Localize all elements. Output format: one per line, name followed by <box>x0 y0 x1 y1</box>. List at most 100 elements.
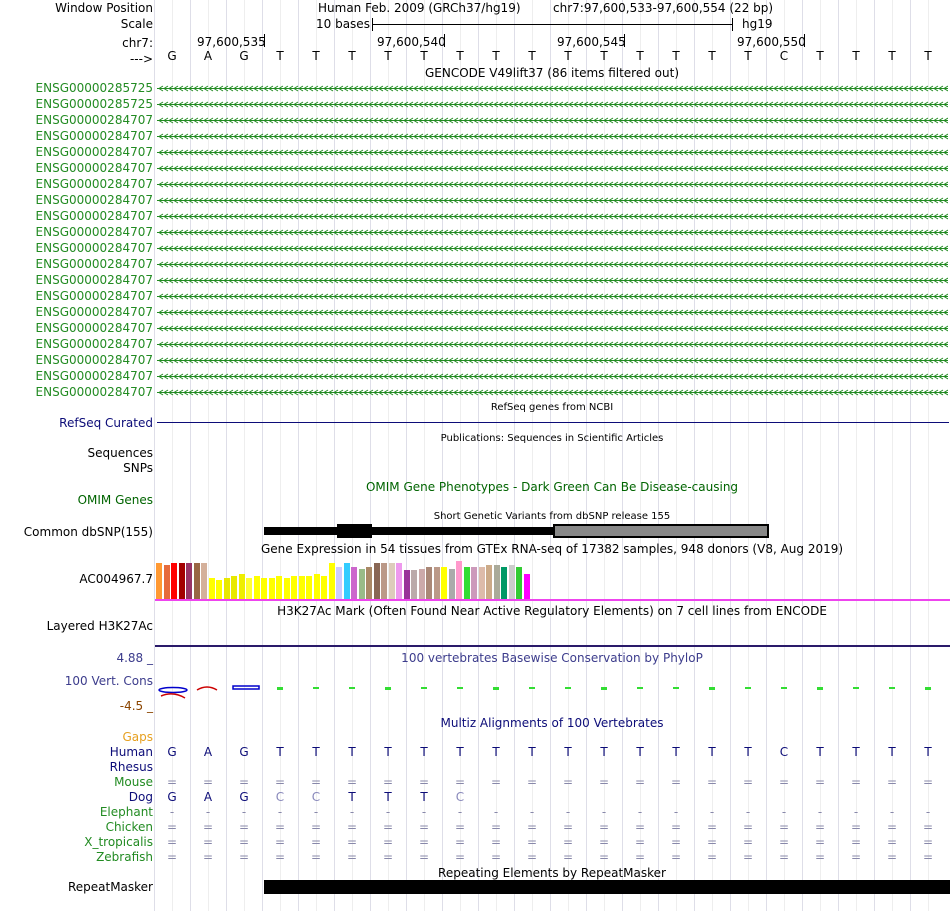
gtex-tissue-bar[interactable] <box>321 576 327 599</box>
gtex-tissue-bar[interactable] <box>471 567 477 599</box>
gene-transcript-line[interactable] <box>157 196 948 205</box>
gtex-tissue-bar[interactable] <box>201 563 207 599</box>
gene-label[interactable]: ENSG00000285725 <box>35 81 153 95</box>
gene-transcript-line[interactable] <box>157 116 948 125</box>
repeatmasker-element[interactable] <box>264 880 950 894</box>
gtex-tissue-bar[interactable] <box>298 576 305 599</box>
species-label[interactable]: Rhesus <box>109 760 153 774</box>
gtex-tissue-bar[interactable] <box>366 567 372 599</box>
gene-transcript-line[interactable] <box>157 148 948 157</box>
gene-transcript-line[interactable] <box>157 292 948 301</box>
gene-label[interactable]: ENSG00000284707 <box>35 177 153 191</box>
gtex-tissue-bar[interactable] <box>336 567 342 599</box>
gtex-tissue-bar[interactable] <box>448 569 455 599</box>
gene-label[interactable]: ENSG00000284707 <box>35 129 153 143</box>
phylop-track[interactable] <box>155 682 950 702</box>
gene-label[interactable]: ENSG00000284707 <box>35 145 153 159</box>
gene-transcript-line[interactable] <box>157 84 948 93</box>
gene-transcript-line[interactable] <box>157 276 948 285</box>
phylop-label[interactable]: 100 Vert. Cons <box>64 674 153 688</box>
gene-transcript-line[interactable] <box>157 244 948 253</box>
refseq-line[interactable] <box>157 422 949 423</box>
gtex-tissue-bar[interactable] <box>403 570 410 599</box>
gene-label[interactable]: ENSG00000284707 <box>35 241 153 255</box>
gtex-tissue-bar[interactable] <box>186 563 192 599</box>
dbsnp-variant-block[interactable] <box>337 524 372 538</box>
gtex-tissue-bar[interactable] <box>231 576 237 599</box>
gtex-tissue-bar[interactable] <box>501 567 507 599</box>
gtex-tissue-bar[interactable] <box>156 563 162 599</box>
gtex-tissue-bar[interactable] <box>313 574 320 599</box>
gene-label[interactable]: ENSG00000284707 <box>35 161 153 175</box>
gene-transcript-line[interactable] <box>157 388 948 397</box>
gene-label[interactable]: ENSG00000284707 <box>35 225 153 239</box>
gtex-tissue-bar[interactable] <box>486 565 492 599</box>
publications-label[interactable]: Sequences <box>87 446 153 460</box>
gtex-tissue-bar[interactable] <box>163 565 170 599</box>
gtex-tissue-bar[interactable] <box>418 569 425 599</box>
gene-label[interactable]: ENSG00000284707 <box>35 257 153 271</box>
repeatmasker-label[interactable]: RepeatMasker <box>67 880 153 894</box>
gene-label[interactable]: ENSG00000284707 <box>35 273 153 287</box>
species-label[interactable]: Mouse <box>114 775 153 789</box>
gtex-tissue-bar[interactable] <box>276 576 282 599</box>
gtex-tissue-bar[interactable] <box>381 563 387 599</box>
gene-transcript-line[interactable] <box>157 180 948 189</box>
h3k27ac-label[interactable]: Layered H3K27Ac <box>46 619 153 633</box>
gtex-tissue-bar[interactable] <box>358 569 365 599</box>
species-label[interactable]: Dog <box>128 790 153 804</box>
gtex-tissue-bar[interactable] <box>178 563 185 599</box>
gtex-tissue-bar[interactable] <box>306 576 312 599</box>
refseq-label[interactable]: RefSeq Curated <box>59 416 153 430</box>
gtex-tissue-bar[interactable] <box>261 578 267 599</box>
gtex-tissue-bar[interactable] <box>343 563 350 599</box>
gene-label[interactable]: ENSG00000284707 <box>35 209 153 223</box>
gene-transcript-line[interactable] <box>157 228 948 237</box>
species-label[interactable]: Elephant <box>99 805 153 819</box>
gene-transcript-line[interactable] <box>157 356 948 365</box>
gene-transcript-line[interactable] <box>157 100 948 109</box>
gtex-tissue-bar[interactable] <box>291 576 297 599</box>
gtex-tissue-bar[interactable] <box>171 563 177 599</box>
gene-transcript-line[interactable] <box>157 372 948 381</box>
gtex-tissue-bar[interactable] <box>253 576 260 599</box>
gtex-tissue-bar[interactable] <box>411 570 417 599</box>
gene-label[interactable]: ENSG00000284707 <box>35 385 153 399</box>
gtex-tissue-bar[interactable] <box>246 578 252 599</box>
gtex-tissue-bar[interactable] <box>238 574 245 599</box>
gtex-tissue-bar[interactable] <box>426 567 432 599</box>
gtex-tissue-bar[interactable] <box>508 565 515 599</box>
gtex-gene-label[interactable]: AC004967.7 <box>79 572 153 586</box>
gene-transcript-line[interactable] <box>157 212 948 221</box>
gtex-tissue-bar[interactable] <box>516 567 522 599</box>
gene-label[interactable]: ENSG00000284707 <box>35 337 153 351</box>
species-label[interactable]: Chicken <box>105 820 153 834</box>
h3k27ac-signal[interactable] <box>155 645 950 647</box>
gtex-tissue-bar[interactable] <box>223 578 230 599</box>
gtex-tissue-bar[interactable] <box>478 567 485 599</box>
gene-label[interactable]: ENSG00000285725 <box>35 97 153 111</box>
gene-transcript-line[interactable] <box>157 324 948 333</box>
gtex-tissue-bar[interactable] <box>208 578 215 599</box>
gtex-tissue-bar[interactable] <box>441 567 447 599</box>
gene-label[interactable]: ENSG00000284707 <box>35 369 153 383</box>
gtex-tissue-bar[interactable] <box>283 578 290 599</box>
species-label[interactable]: X_tropicalis <box>84 835 153 849</box>
gtex-tissue-bar[interactable] <box>373 563 380 599</box>
gene-label[interactable]: ENSG00000284707 <box>35 289 153 303</box>
gene-transcript-line[interactable] <box>157 308 948 317</box>
species-label[interactable]: Human <box>109 745 153 759</box>
gtex-tissue-bar[interactable] <box>433 567 440 599</box>
gene-transcript-line[interactable] <box>157 260 948 269</box>
gene-transcript-line[interactable] <box>157 164 948 173</box>
gtex-tissue-bar[interactable] <box>396 563 402 599</box>
gtex-tissue-bar[interactable] <box>193 563 200 599</box>
gene-label[interactable]: ENSG00000284707 <box>35 353 153 367</box>
dbsnp-variant-bar[interactable] <box>264 527 553 535</box>
gtex-tissue-bar[interactable] <box>216 580 222 599</box>
gene-label[interactable]: ENSG00000284707 <box>35 321 153 335</box>
gene-label[interactable]: ENSG00000284707 <box>35 305 153 319</box>
gtex-tissue-bar[interactable] <box>351 567 357 599</box>
gtex-tissue-bar[interactable] <box>328 563 335 599</box>
gtex-tissue-bar[interactable] <box>523 574 530 599</box>
